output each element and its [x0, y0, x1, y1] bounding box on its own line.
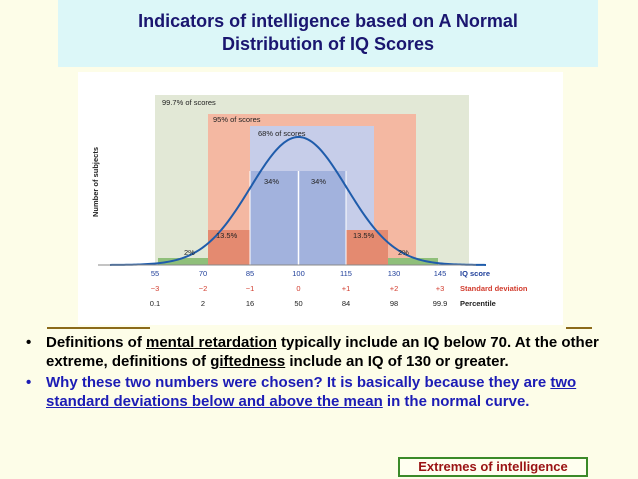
percentile-value: 84 [342, 299, 350, 308]
iq-score-value: 55 [151, 269, 159, 278]
region-label-left-34: 34% [264, 177, 279, 186]
divider-rule-right [566, 327, 592, 329]
region-label-left-2: 2% [184, 248, 195, 257]
title-line-1: Indicators of intelligence based on A No… [138, 11, 518, 31]
iq-score-value: 130 [388, 269, 401, 278]
percentile-value: 98 [390, 299, 398, 308]
normal-curve-diagram: Number of subjects 99.7% of scores 95% o… [91, 95, 528, 308]
row-label-sd: Standard deviation [460, 284, 528, 293]
mental-retardation-link[interactable]: mental retardation [146, 334, 277, 351]
sd-value: 0 [296, 284, 300, 293]
bullet1-text-middle: typically include an IQ below 70. At the… [46, 334, 599, 370]
percentile-value: 99.9 [433, 299, 448, 308]
region-left-2 [158, 258, 208, 265]
region-right-2 [388, 258, 438, 265]
caption-box: Extremes of intelligence [398, 457, 588, 477]
title-box: Indicators of intelligence based on A No… [58, 0, 598, 67]
bullet-why-numbers: • Why these two numbers were chosen? It … [22, 373, 622, 411]
percentile-value: 16 [246, 299, 254, 308]
iq-score-value: 145 [434, 269, 447, 278]
title-line-2: Distribution of IQ Scores [221, 34, 435, 54]
iq-score-value: 70 [199, 269, 207, 278]
normal-distribution-figure: Number of subjects 99.7% of scores 95% o… [78, 72, 563, 325]
iq-score-value: 100 [292, 269, 305, 278]
bullet2-text-end: in the normal curve. [382, 393, 530, 410]
iq-score-value: 85 [246, 269, 254, 278]
region-right-34 [299, 171, 346, 265]
percentile-value: 2 [201, 299, 205, 308]
bullet2-text-start: Why these two numbers were chosen? It is… [46, 374, 551, 391]
iq-score-value: 115 [340, 269, 352, 278]
percentile-value: 50 [294, 299, 302, 308]
region-label-right-2: 2% [398, 248, 409, 257]
sd-value: −3 [151, 284, 160, 293]
sd-value: +2 [390, 284, 399, 293]
region-label-left-13-5: 13.5% [216, 231, 238, 240]
bullet-definitions: • Definitions of mental retardation typi… [22, 333, 622, 371]
divider-rule-left [47, 327, 150, 329]
sd-value: +1 [342, 284, 351, 293]
normal-curve [109, 136, 487, 266]
bullet1-text-end: include an IQ of 130 or greater. [285, 353, 509, 370]
region-left-34 [250, 171, 298, 265]
giftedness-link[interactable]: giftedness [210, 353, 286, 370]
iq-score-row: 55 70 85 100 115 130 145 [151, 269, 446, 278]
bullet1-text-start: Definitions of [46, 334, 146, 351]
region-label-right-34: 34% [311, 177, 326, 186]
band-label-68: 68% of scores [258, 129, 306, 138]
percentile-row: 0.1 2 16 50 84 98 99.9 [150, 299, 448, 308]
bullet-dot: • [26, 374, 32, 391]
sd-value: −1 [246, 284, 255, 293]
row-label-iq: IQ score [460, 269, 490, 278]
sd-value: +3 [436, 284, 445, 293]
bullet-list: • Definitions of mental retardation typi… [22, 333, 622, 413]
y-axis-label: Number of subjects [91, 147, 100, 217]
percentile-value: 0.1 [150, 299, 160, 308]
band-label-95: 95% of scores [213, 115, 261, 124]
bullet-dot: • [26, 334, 32, 351]
band-label-99-7: 99.7% of scores [162, 98, 216, 107]
row-label-percentile: Percentile [460, 299, 496, 308]
two-sd-link[interactable]: two standard deviations below and above … [46, 374, 577, 410]
sd-value: −2 [199, 284, 208, 293]
region-label-right-13-5: 13.5% [353, 231, 375, 240]
standard-deviation-row: −3 −2 −1 0 +1 +2 +3 [151, 284, 445, 293]
